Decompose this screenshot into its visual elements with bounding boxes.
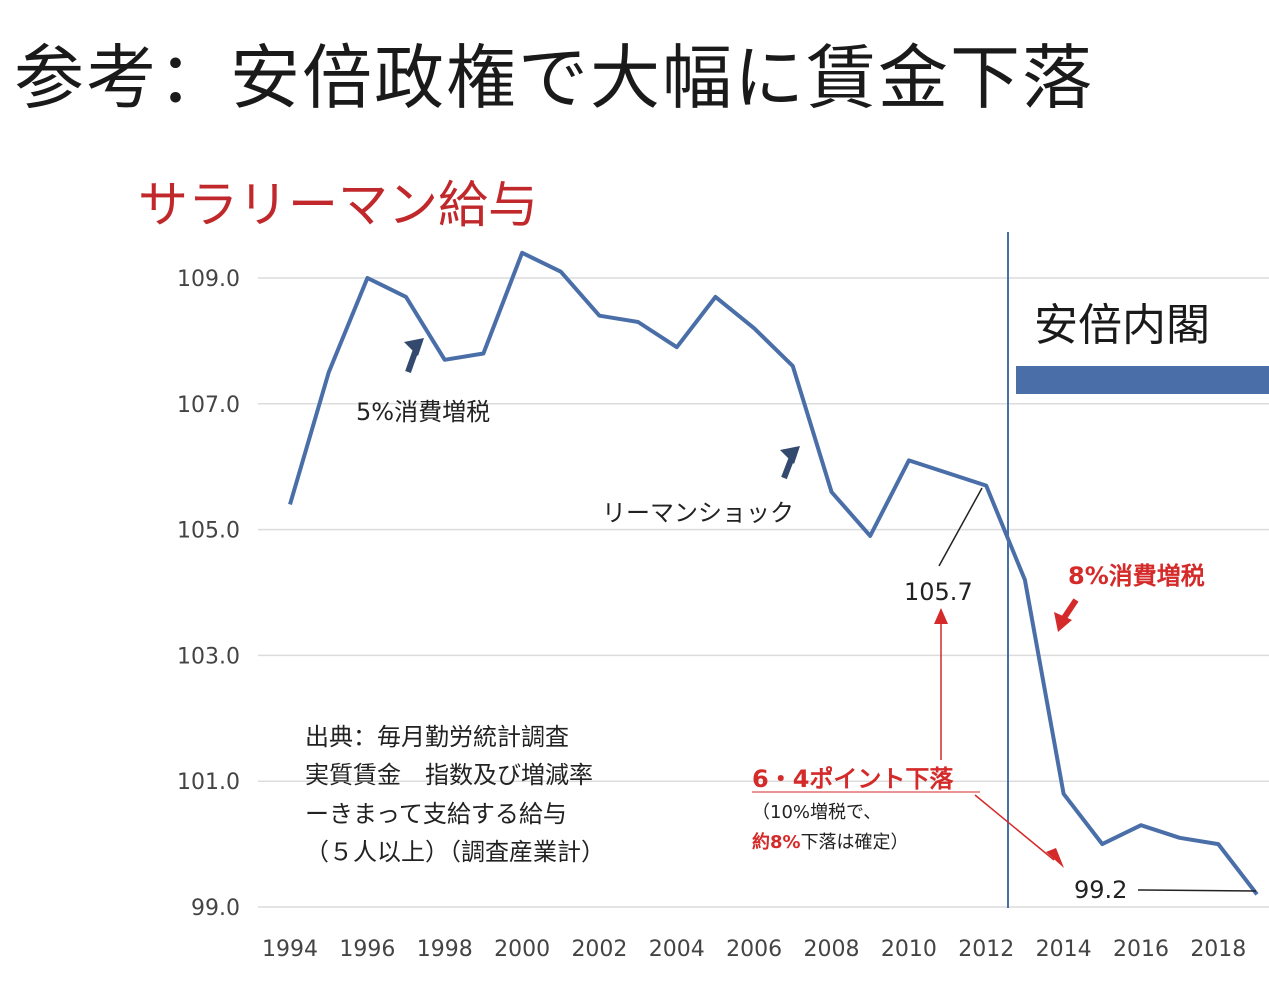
x-tick-label: 1998	[417, 937, 473, 962]
x-tick-label: 2008	[804, 937, 860, 962]
x-tick-label: 1994	[262, 937, 318, 962]
source-line: 実質賃金 指数及び増減率	[305, 761, 593, 789]
leader-line-2012	[938, 487, 983, 567]
series-line	[288, 250, 1259, 896]
source-line: ーきまって支給する給与	[305, 800, 567, 828]
x-axis-ticks: 1994 1996 1998 2000 2002 2004 2006 2008 2010 2012…	[262, 937, 1246, 962]
note-line-a: （10%増税で、	[752, 802, 881, 823]
y-tick-label: 107.0	[177, 393, 240, 418]
drop-arrow-up-icon	[934, 608, 948, 760]
y-tick-label: 109.0	[177, 267, 240, 292]
x-tick-label: 2010	[881, 937, 937, 962]
x-tick-label: 2000	[494, 937, 550, 962]
tax8-label: 8%消費増税	[1068, 562, 1205, 590]
x-tick-label: 2002	[571, 937, 627, 962]
tax5-arrow-icon	[404, 338, 424, 374]
drop-arrow-down-icon	[974, 794, 1064, 868]
y-tick-label: 99.0	[191, 896, 240, 921]
chart-subtitle: サラリーマン給与	[138, 176, 538, 234]
y-axis-ticks: 109.0 107.0 105.0 103.0 101.0 99.0	[177, 267, 240, 921]
x-tick-label: 2018	[1190, 937, 1246, 962]
y-tick-label: 105.0	[177, 519, 240, 544]
x-tick-label: 2012	[958, 937, 1014, 962]
source-line: （５人以上）（調査産業計）	[305, 838, 605, 866]
x-tick-label: 1996	[339, 937, 395, 962]
value-label-2019: 99.2	[1074, 876, 1127, 904]
lehman-arrow-icon	[780, 446, 800, 480]
x-tick-label: 2004	[649, 937, 705, 962]
drop-label: 6・4ポイント下落	[752, 765, 954, 793]
note-rest: 下落は確定）	[801, 832, 909, 853]
tax5-label: 5%消費増税	[356, 398, 490, 426]
y-tick-label: 101.0	[177, 770, 240, 795]
x-tick-label: 2014	[1036, 937, 1092, 962]
abe-period-bar	[1016, 366, 1269, 394]
source-line: 出典：毎月勤労統計調査	[305, 723, 569, 751]
source-block: 出典：毎月勤労統計調査 実質賃金 指数及び増減率 ーきまって支給する給与 （５人…	[305, 723, 605, 866]
tax8-arrow-icon	[1054, 598, 1079, 632]
y-tick-label: 103.0	[177, 644, 240, 669]
note-red-part: 約8%	[752, 831, 801, 853]
note-line-b: 約8%下落は確定）	[752, 831, 909, 853]
grid-lines	[258, 277, 1269, 908]
value-label-2012: 105.7	[904, 578, 973, 606]
abe-cabinet-label: 安倍内閣	[1034, 300, 1210, 351]
x-tick-label: 2006	[726, 937, 782, 962]
leader-line-2019	[1137, 889, 1257, 892]
data-points	[289, 252, 1258, 895]
page-title: 参考：安倍政権で大幅に賃金下落	[14, 37, 1094, 119]
x-tick-label: 2016	[1113, 937, 1169, 962]
lehman-label: リーマンショック	[602, 499, 794, 527]
